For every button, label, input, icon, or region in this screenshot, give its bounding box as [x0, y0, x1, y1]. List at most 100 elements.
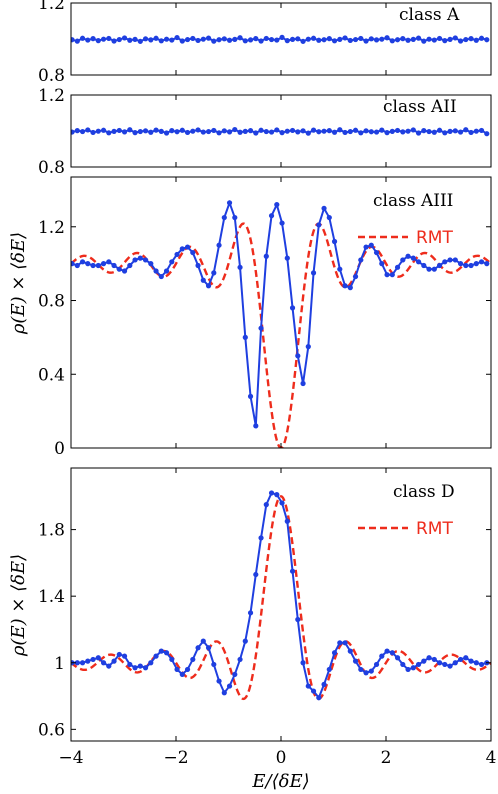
- data-point: [132, 36, 138, 42]
- data-point: [211, 270, 217, 276]
- data-point: [295, 36, 301, 42]
- data-point: [232, 126, 238, 133]
- data-point: [279, 220, 285, 226]
- data-point: [342, 283, 348, 289]
- data-point: [478, 259, 485, 265]
- data-point: [274, 37, 280, 43]
- panel-label: class AIII: [373, 191, 453, 211]
- data-point: [442, 38, 448, 44]
- data-point: [221, 36, 227, 42]
- data-point: [295, 616, 301, 623]
- data-point: [195, 645, 201, 651]
- data-point: [268, 36, 275, 43]
- data-point: [400, 129, 406, 135]
- data-point: [300, 128, 306, 134]
- data-point: [484, 37, 490, 43]
- y-axis-label: ρ(E) × ⟨δE⟩: [8, 232, 29, 335]
- data-point: [237, 264, 243, 270]
- data-point: [111, 262, 117, 269]
- data-point: [116, 127, 122, 134]
- data-point: [100, 127, 107, 133]
- data-point: [342, 129, 348, 136]
- data-point: [179, 127, 185, 133]
- data-point: [452, 257, 458, 263]
- data-point: [410, 665, 416, 671]
- data-point: [190, 128, 196, 134]
- data-point: [253, 130, 259, 136]
- data-point: [79, 259, 86, 265]
- data-point: [111, 128, 117, 134]
- data-point: [85, 658, 91, 664]
- data-point: [310, 688, 317, 694]
- data-point: [116, 651, 122, 658]
- data-point: [258, 325, 264, 331]
- data-point: [431, 37, 437, 43]
- data-point: [463, 262, 469, 269]
- data-point: [274, 202, 280, 208]
- data-point: [410, 255, 416, 261]
- data-point: [263, 502, 269, 508]
- data-point: [127, 127, 133, 133]
- data-point: [305, 683, 311, 689]
- data-point: [148, 261, 154, 267]
- data-point: [310, 127, 317, 133]
- data-point: [457, 261, 464, 267]
- data-point: [295, 353, 301, 359]
- data-point: [95, 655, 101, 661]
- panel-3: 0.6 1 1.4 1.8 class D RMT ρ(E) × ⟨δE⟩ −4 −2 0 2 4 E/…: [8, 467, 497, 792]
- data-point: [373, 37, 380, 43]
- data-point: [326, 666, 332, 673]
- data-point: [316, 37, 322, 43]
- x-tick-label: 2: [381, 748, 392, 768]
- data-point: [205, 35, 212, 41]
- data-point: [153, 35, 159, 41]
- plot-area: [71, 34, 490, 44]
- data-point: [184, 244, 191, 250]
- data-point: [100, 261, 107, 267]
- data-point: [400, 257, 406, 263]
- panel-label: class A: [399, 5, 460, 25]
- x-tick-label: 4: [486, 748, 497, 768]
- data-point: [468, 36, 474, 42]
- data-point: [169, 128, 175, 134]
- data-point: [405, 128, 411, 134]
- data-point: [132, 665, 138, 671]
- data-point: [289, 568, 296, 574]
- y-tick-label: 1.4: [38, 587, 65, 607]
- data-point: [358, 257, 364, 263]
- data-point: [331, 129, 338, 135]
- data-point: [331, 238, 338, 245]
- data-point: [211, 127, 217, 134]
- data-point: [116, 36, 122, 43]
- y-tick-label: 1.2: [38, 86, 65, 106]
- data-point: [484, 131, 490, 137]
- data-point: [379, 653, 385, 659]
- data-point: [436, 660, 443, 666]
- data-point: [142, 257, 149, 263]
- data-point: [405, 37, 411, 43]
- data-point: [200, 277, 206, 283]
- y-tick-label: 0: [54, 439, 65, 459]
- data-point: [452, 35, 458, 41]
- y-tick-label: 1.2: [38, 0, 65, 14]
- data-point: [431, 129, 437, 135]
- data-point: [148, 37, 154, 43]
- data-point: [268, 129, 275, 135]
- data-point: [205, 128, 212, 135]
- panel-1: 0.8 1.2 class AII: [38, 86, 492, 178]
- data-point: [431, 656, 437, 663]
- data-point: [321, 205, 327, 211]
- data-point: [253, 423, 259, 429]
- legend-label: RMT: [416, 228, 453, 248]
- data-point: [394, 264, 401, 270]
- data-point: [400, 36, 406, 42]
- data-point: [363, 128, 369, 134]
- data-point: [153, 268, 159, 274]
- data-point: [142, 665, 149, 671]
- data-point: [263, 128, 269, 135]
- data-point: [389, 38, 395, 44]
- data-point: [289, 305, 296, 311]
- data-point: [148, 129, 154, 135]
- data-point: [263, 253, 269, 259]
- data-point: [478, 35, 485, 41]
